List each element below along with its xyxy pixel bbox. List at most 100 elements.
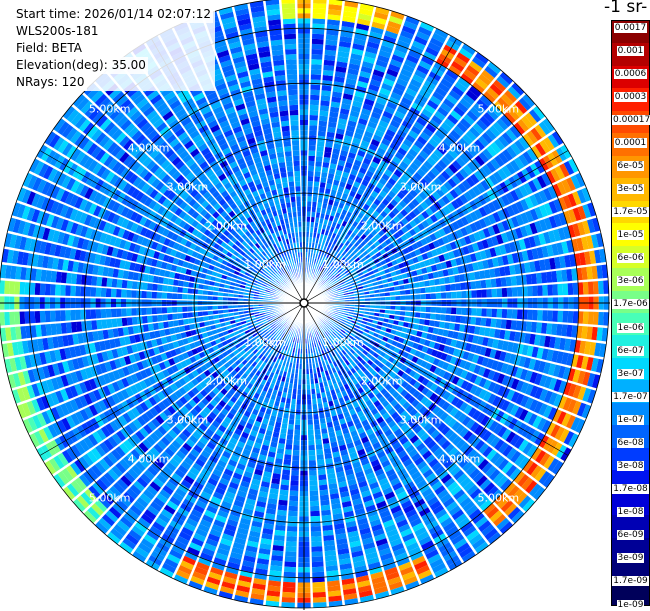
- heatmap-cell: [285, 557, 297, 563]
- heatmap-cell: [320, 182, 326, 188]
- heatmap-cell: [311, 64, 322, 70]
- heatmap-cell: [282, 592, 295, 598]
- heatmap-cell: [307, 404, 312, 409]
- heatmap-cell: [313, 587, 326, 593]
- heatmap-cell: [308, 445, 315, 450]
- heatmap-cell: [411, 306, 416, 311]
- heatmap-cell: [276, 515, 286, 521]
- heatmap-cell: [312, 29, 324, 35]
- heatmap-cell: [506, 320, 512, 330]
- heatmap-cell: [322, 515, 332, 521]
- heatmap-cell: [278, 443, 285, 449]
- heatmap-cell: [454, 275, 460, 283]
- heatmap-cell: [324, 152, 331, 158]
- heatmap-cell: [295, 415, 300, 420]
- heatmap-cell: [309, 120, 317, 126]
- heatmap-cell: [320, 111, 329, 117]
- heatmap-cell: [307, 191, 312, 196]
- heatmap-cell: [511, 276, 517, 286]
- heatmap-cell: [321, 505, 331, 511]
- heatmap-cell: [521, 321, 527, 331]
- heatmap-cell: [298, 384, 302, 389]
- heatmap-cell: [312, 557, 324, 563]
- heatmap-cell: [309, 470, 317, 476]
- heatmap-cell: [434, 321, 440, 328]
- heatmap-cell: [307, 212, 311, 217]
- heatmap-cell: [400, 295, 405, 300]
- heatmap-cell: [547, 310, 553, 321]
- heatmap-cell: [282, 418, 288, 424]
- heatmap-cell: [385, 306, 390, 310]
- heatmap-cell: [288, 511, 298, 517]
- heatmap-cell: [424, 280, 430, 286]
- heatmap-cell: [308, 425, 314, 430]
- heatmap-cell: [445, 284, 451, 291]
- heatmap-cell: [320, 418, 326, 424]
- heatmap-cell: [311, 521, 321, 527]
- heatmap-cell: [281, 480, 289, 486]
- heatmap-cell: [405, 311, 411, 316]
- heatmap-cell: [517, 287, 523, 297]
- heatmap-cell: [280, 433, 287, 439]
- heatmap-cell: [310, 511, 320, 517]
- heatmap-cell: [311, 54, 322, 60]
- heatmap-cell: [313, 19, 326, 25]
- heatmap-cell: [319, 480, 327, 486]
- heatmap-cell: [547, 285, 553, 296]
- heatmap-cell: [309, 475, 317, 480]
- heatmap-cell: [400, 306, 405, 311]
- heatmap-cell: [286, 546, 297, 552]
- heatmap-cell: [315, 161, 322, 167]
- heatmap-cell: [308, 166, 314, 171]
- heatmap-cell: [317, 141, 325, 147]
- heatmap-cell: [319, 116, 328, 122]
- heatmap-cell: [446, 292, 451, 299]
- heatmap-cell: [416, 306, 421, 311]
- heatmap-cell: [471, 308, 477, 316]
- heatmap-cell: [312, 44, 324, 50]
- heatmap-cell: [439, 322, 445, 329]
- heatmap-cell: [395, 306, 400, 310]
- heatmap-cell: [316, 449, 323, 455]
- heatmap-cell: [312, 562, 324, 568]
- heatmap-cell: [311, 546, 322, 552]
- heatmap-cell: [456, 291, 461, 298]
- heatmap-cell: [313, 3, 326, 9]
- heatmap-cell: [568, 311, 574, 323]
- heatmap-cell: [292, 460, 299, 466]
- heatmap-cell: [297, 394, 301, 399]
- heatmap-cell: [313, 13, 326, 19]
- heatmap-cell: [325, 453, 333, 459]
- heatmap-cell: [313, 597, 326, 603]
- heatmap-cell: [313, 8, 326, 14]
- heatmap-cell: [315, 434, 321, 440]
- heatmap-cell: [312, 404, 317, 410]
- heatmap-cell: [461, 308, 467, 315]
- heatmap-cell: [319, 485, 328, 491]
- heatmap-cell: [283, 459, 291, 465]
- heatmap-cell: [313, 414, 319, 420]
- heatmap-cell: [492, 309, 498, 318]
- heatmap-cell: [284, 562, 296, 568]
- heatmap-cell: [405, 306, 410, 311]
- heatmap-cell: [444, 277, 450, 284]
- heatmap-cell: [420, 313, 426, 319]
- heatmap-cell: [461, 291, 467, 298]
- heatmap-cell: [450, 315, 456, 322]
- heatmap-cell: [537, 285, 543, 296]
- heatmap-cell: [277, 448, 284, 454]
- heatmap-cell: [512, 287, 518, 297]
- heatmap-cell: [319, 121, 327, 127]
- heatmap-cell: [287, 434, 293, 440]
- heatmap-cell: [521, 275, 527, 285]
- heatmap-cell: [400, 290, 406, 295]
- heatmap-cell: [593, 312, 599, 325]
- heatmap-cell: [405, 295, 410, 300]
- heatmap-cell: [308, 181, 314, 186]
- heatmap-cell: [292, 455, 299, 460]
- heatmap-cell: [281, 423, 287, 429]
- heatmap-cell: [307, 384, 311, 389]
- heatmap-cell: [287, 531, 298, 537]
- heatmap-cell: [285, 444, 292, 450]
- heatmap-cell: [323, 438, 330, 444]
